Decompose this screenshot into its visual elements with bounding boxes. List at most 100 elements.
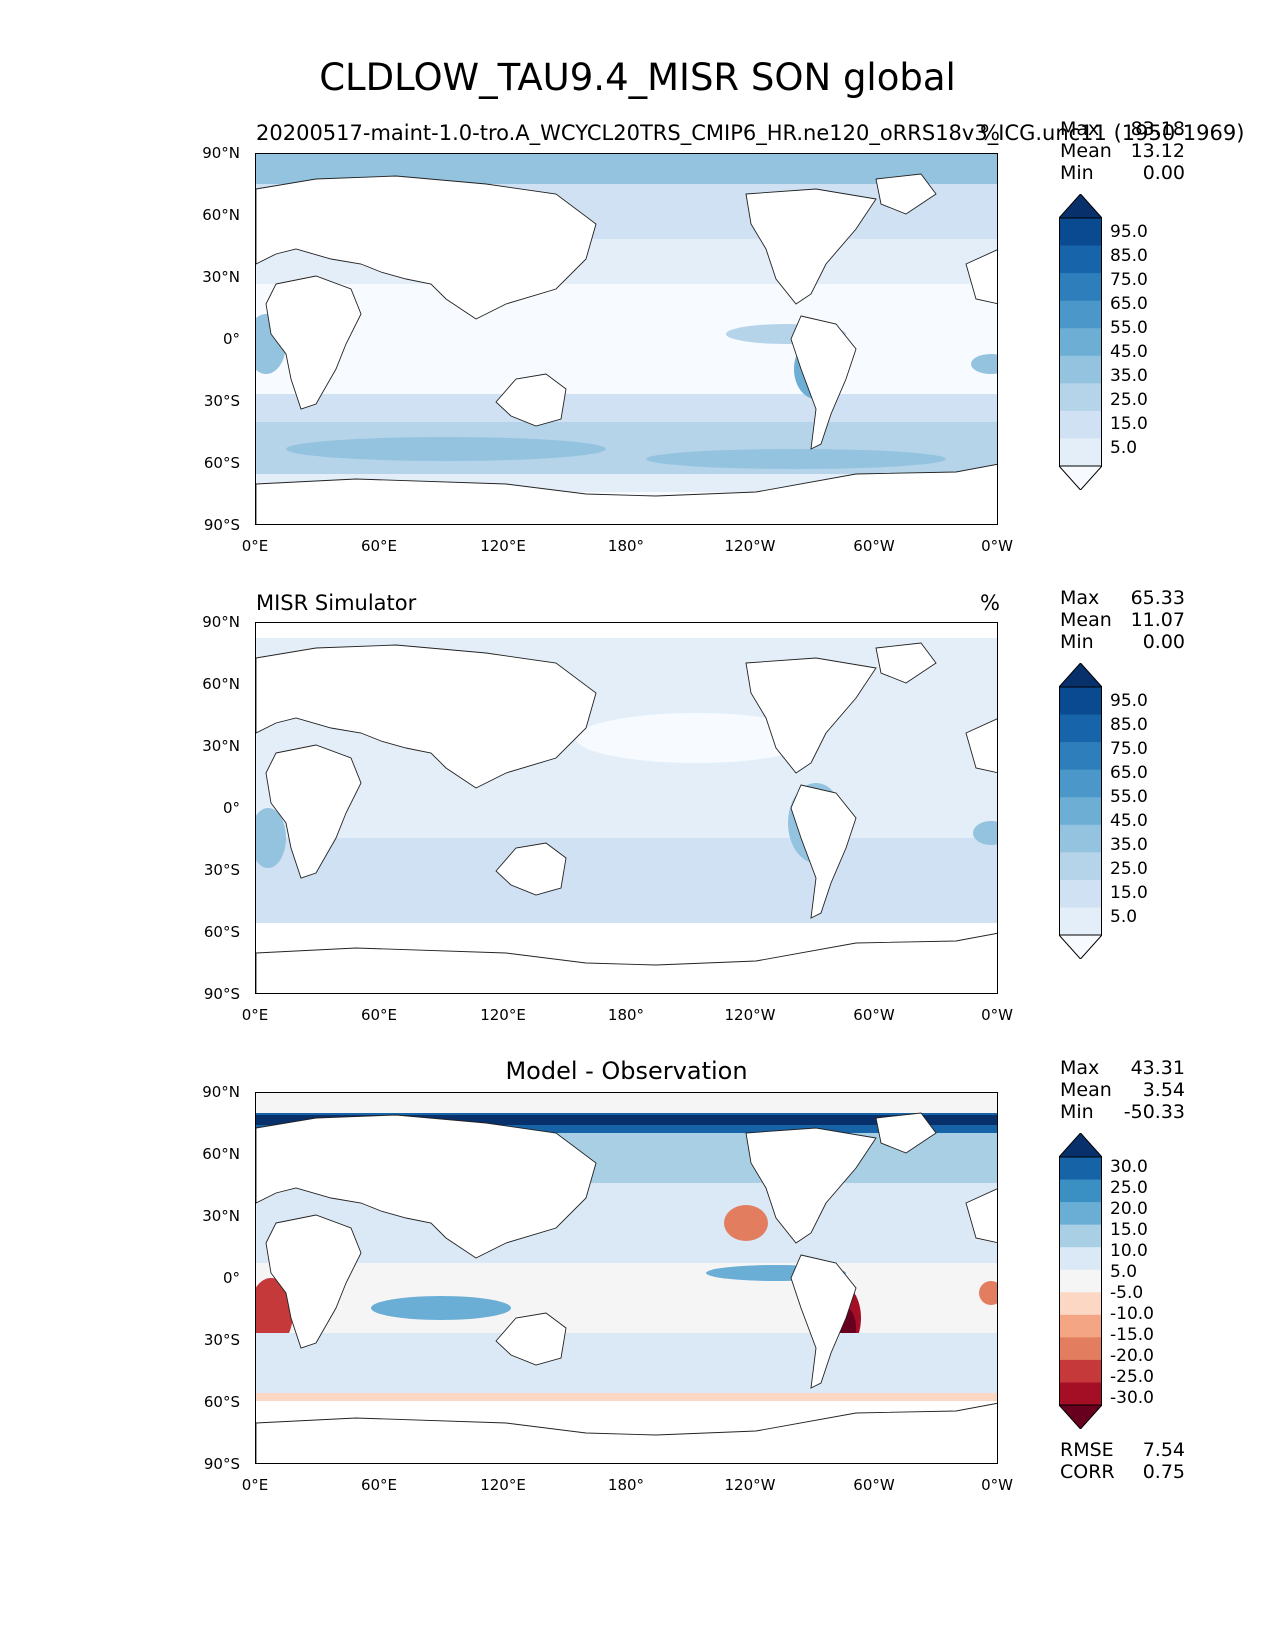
colorbar-extend-bottom bbox=[1057, 934, 1104, 960]
colorbar-segment bbox=[1059, 438, 1102, 467]
panel-3-lon-tick: 120°E bbox=[480, 1476, 526, 1494]
panel-3-metric-value: 0.75 bbox=[1142, 1461, 1185, 1483]
panel-2-colorbar-label: 95.0 bbox=[1110, 691, 1148, 711]
panel-3-lon-tick: 180° bbox=[607, 1476, 645, 1494]
panel-2-lat-tick: 0° bbox=[222, 799, 240, 817]
panel-1-stat-name: Mean bbox=[1060, 140, 1112, 162]
panel-1-map bbox=[255, 153, 998, 525]
panel-3-lat-tick: 30°N bbox=[202, 1207, 240, 1225]
colorbar-segment bbox=[1059, 1179, 1102, 1203]
panel-1-colorbar-svg bbox=[1057, 193, 1104, 491]
panel-1-colorbar-label: 75.0 bbox=[1110, 270, 1148, 290]
panel-3-stat-name: Min bbox=[1060, 1101, 1094, 1123]
panel-2-stat-name: Mean bbox=[1060, 609, 1112, 631]
panel-1-colorbar-label: 65.0 bbox=[1110, 294, 1148, 314]
panel-1-lon-tick: 120°E bbox=[480, 537, 526, 555]
colorbar-segment bbox=[1059, 1314, 1102, 1338]
panel-2-lon-tick: 180° bbox=[607, 1006, 645, 1024]
panel-2-lon-tick: 60°W bbox=[853, 1006, 895, 1024]
panel-3-center-title: Model - Observation bbox=[505, 1057, 748, 1085]
panel-2-stat-value: 65.33 bbox=[1130, 587, 1185, 609]
panel-3-colorbar-label: -20.0 bbox=[1110, 1346, 1154, 1366]
colorbar-segment bbox=[1059, 1157, 1102, 1181]
colorbar-segment bbox=[1059, 383, 1102, 412]
panel-2-lon-tick: 120°E bbox=[480, 1006, 526, 1024]
colorbar-segment bbox=[1059, 1382, 1102, 1406]
colorbar-outline bbox=[1059, 686, 1102, 936]
panel-3-metric-value: 7.54 bbox=[1142, 1439, 1185, 1461]
panel-1-colorbar-label: 35.0 bbox=[1110, 366, 1148, 386]
panel-1-colorbar bbox=[1057, 193, 1104, 491]
colorbar-extend-bottom bbox=[1057, 1404, 1104, 1430]
panel-1-lat-tick: 60°S bbox=[203, 454, 240, 472]
panel-2-lat-tick: 90°S bbox=[203, 985, 240, 1003]
colorbar-segment bbox=[1059, 1247, 1102, 1271]
panel-1-lat-tick: 0° bbox=[222, 330, 240, 348]
panel-1-stat-name: Max bbox=[1060, 118, 1100, 140]
panel-1-colorbar-label: 45.0 bbox=[1110, 342, 1148, 362]
panel-1-lon-tick: 0°W bbox=[981, 537, 1013, 555]
figure-title: CLDLOW_TAU9.4_MISR SON global bbox=[319, 56, 956, 99]
panel-2-lat-tick: 30°S bbox=[203, 861, 240, 879]
panel-2-lat-tick: 30°N bbox=[202, 737, 240, 755]
panel-1-lon-tick: 180° bbox=[607, 537, 645, 555]
panel-3-metric-name: RMSE bbox=[1060, 1439, 1114, 1461]
panel-2-colorbar bbox=[1057, 662, 1104, 960]
panel-1-colorbar-label: 85.0 bbox=[1110, 246, 1148, 266]
panel-1-lat-tick: 90°N bbox=[202, 144, 240, 162]
colorbar-segment bbox=[1059, 1269, 1102, 1293]
panel-2-stat-name: Max bbox=[1060, 587, 1100, 609]
panel-3-stat-value: -50.33 bbox=[1123, 1101, 1185, 1123]
colorbar-segment bbox=[1059, 355, 1102, 384]
panel-1-units: % bbox=[980, 121, 1000, 145]
panel-1-colorbar-label: 5.0 bbox=[1110, 438, 1138, 458]
panel-2-lon-tick: 0°W bbox=[981, 1006, 1013, 1024]
colorbar-segment bbox=[1059, 218, 1102, 247]
panel-3-stat-value: 43.31 bbox=[1130, 1057, 1185, 1079]
panel-1-lon-tick: 60°W bbox=[853, 537, 895, 555]
panel-2-colorbar-svg bbox=[1057, 662, 1104, 960]
panel-3-lon-tick: 60°W bbox=[853, 1476, 895, 1494]
colorbar-segment bbox=[1059, 852, 1102, 881]
panel-2-colorbar-label: 85.0 bbox=[1110, 715, 1148, 735]
panel-3-map bbox=[255, 1092, 998, 1464]
panel-2-colorbar-label: 15.0 bbox=[1110, 883, 1148, 903]
panel-3-stat-value: 3.54 bbox=[1142, 1079, 1185, 1101]
panel-2-lon-tick: 120°W bbox=[724, 1006, 776, 1024]
panel-1-lat-tick: 30°N bbox=[202, 268, 240, 286]
panel-3-colorbar-label: 5.0 bbox=[1110, 1262, 1138, 1282]
panel-3-stat-name: Mean bbox=[1060, 1079, 1112, 1101]
panel-1-stat-value: 83.18 bbox=[1130, 118, 1185, 140]
panel-3-colorbar-label: 10.0 bbox=[1110, 1241, 1148, 1261]
panel-1-colorbar-label: 95.0 bbox=[1110, 222, 1148, 242]
colorbar-segment bbox=[1059, 1337, 1102, 1361]
colorbar-segment bbox=[1059, 742, 1102, 771]
colorbar-segment bbox=[1059, 1202, 1102, 1226]
panel-3-colorbar-label: 15.0 bbox=[1110, 1220, 1148, 1240]
panel-1-lon-tick: 0°E bbox=[241, 537, 269, 555]
panel-1-lat-tick: 30°S bbox=[203, 392, 240, 410]
colorbar-segment bbox=[1059, 907, 1102, 936]
panel-3-lon-tick: 60°E bbox=[360, 1476, 398, 1494]
colorbar-segment bbox=[1059, 879, 1102, 908]
panel-2-colorbar-label: 35.0 bbox=[1110, 835, 1148, 855]
panel-3-lon-tick: 0°E bbox=[241, 1476, 269, 1494]
panel-3-colorbar-svg bbox=[1057, 1132, 1104, 1430]
panel-3-metric-name: CORR bbox=[1060, 1461, 1115, 1483]
panel-3-colorbar-label: -5.0 bbox=[1110, 1283, 1144, 1303]
panel-1-lat-tick: 90°S bbox=[203, 516, 240, 534]
panel-1-colorbar-label: 55.0 bbox=[1110, 318, 1148, 338]
panel-1-colorbar-label: 15.0 bbox=[1110, 414, 1148, 434]
panel-1-colorbar-label: 25.0 bbox=[1110, 390, 1148, 410]
panel-1-lat-tick: 60°N bbox=[202, 206, 240, 224]
colorbar-segment bbox=[1059, 245, 1102, 274]
colorbar-segment bbox=[1059, 410, 1102, 439]
panel-3-colorbar-label: 30.0 bbox=[1110, 1157, 1148, 1177]
panel-3-lat-tick: 90°N bbox=[202, 1083, 240, 1101]
panel-2-map bbox=[255, 622, 998, 994]
colorbar-extend-top bbox=[1057, 1132, 1104, 1158]
panel-2-left-title: MISR Simulator bbox=[256, 591, 417, 615]
panel-3-lon-tick: 120°W bbox=[724, 1476, 776, 1494]
colorbar-segment bbox=[1059, 1292, 1102, 1316]
panel-2-stat-name: Min bbox=[1060, 631, 1094, 653]
